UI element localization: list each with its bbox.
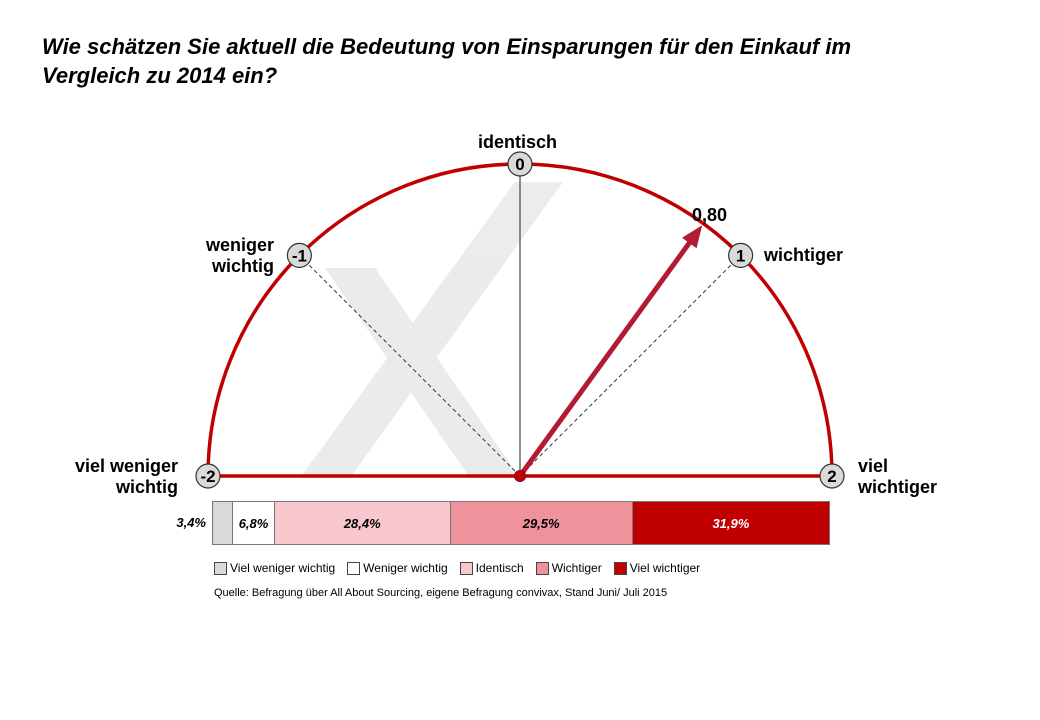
bar-segment-label: 28,4% [343, 515, 381, 531]
tick-label-2: 2 [827, 467, 836, 486]
tick-markers: -2 -1 0 1 2 [195, 151, 845, 489]
gauge-value-text: 0,80 [692, 205, 728, 225]
source-note: Quelle: Befragung über All About Sourcin… [214, 587, 668, 599]
label-viel-weniger-wichtig-line-2: wichtig [116, 477, 178, 497]
watermark-x-logo [300, 182, 563, 478]
tick-marker-1 [728, 242, 754, 268]
legend-label: Viel weniger wichtig [230, 561, 336, 575]
tick-marker-0 [507, 151, 533, 177]
bar-segment-label: 6,8% [238, 515, 269, 531]
tick-lines [299, 164, 741, 477]
tick-marker--2 [195, 463, 221, 489]
tick-label-1: 1 [736, 246, 745, 265]
bar-segment-label: 29,5% [522, 515, 560, 531]
value-arrow-shaft [517, 238, 693, 479]
bar-segment-2: 6,8% [233, 501, 276, 545]
label-viel-weniger-wichtig: viel weniger wichtig [56, 456, 178, 498]
value-arrow-head [682, 225, 703, 249]
label-identisch-text: identisch [478, 132, 558, 152]
label-weniger-wichtig: weniger wichtig [190, 235, 274, 277]
legend: Viel weniger wichtig Weniger wichtig Ident… [214, 561, 712, 575]
legend-item: Wichtiger [535, 561, 602, 575]
legend-swatch [613, 561, 627, 575]
legend-item: Identisch [459, 561, 524, 575]
chart-title: Wie schätzen Sie aktuell die Bedeutung v… [42, 32, 1002, 90]
label-viel-wichtiger-line-1: viel [858, 456, 889, 476]
tick-line--1 [299, 255, 521, 477]
legend-label: Weniger wichtig [363, 561, 448, 575]
legend-swatch [535, 561, 549, 575]
bar-segment-5: 31,9% [632, 501, 830, 545]
bar-label-outside: 3,4% [176, 515, 206, 530]
label-viel-wichtiger: viel wichtiger [858, 456, 937, 498]
gauge-value-label: 0,80 [692, 205, 727, 226]
tick-marker-2 [819, 463, 845, 489]
title-line-1: Wie schätzen Sie aktuell die Bedeutung v… [42, 34, 852, 59]
bar-segment-1 [212, 501, 233, 545]
bar-segment-4: 29,5% [450, 501, 633, 545]
gauge-center-dot [514, 470, 526, 482]
tick-label--2: -2 [200, 467, 215, 486]
legend-swatch [214, 561, 227, 575]
tick-marker--1 [286, 242, 312, 268]
legend-item: Weniger wichtig [347, 561, 448, 575]
legend-swatch [347, 561, 361, 575]
title-line-2: Vergleich zu 2014 ein? [42, 63, 278, 88]
legend-label: Wichtiger [551, 561, 602, 575]
label-wichtiger-text: wichtiger [764, 245, 844, 265]
label-weniger-wichtig-line-2: wichtig [212, 256, 274, 276]
legend-label: Identisch [475, 561, 524, 575]
label-weniger-wichtig-line-1: weniger [205, 235, 274, 255]
legend-item: Viel weniger wichtig [214, 561, 335, 575]
bar-segment-3: 28,4% [275, 501, 451, 545]
label-viel-wichtiger-line-2: wichtiger [858, 477, 938, 497]
label-identisch: identisch [478, 132, 557, 153]
bar-segment-label: 31,9% [712, 515, 750, 531]
legend-item: Viel wichtiger [613, 561, 701, 575]
value-arrow [517, 225, 703, 479]
tick-line-1 [519, 255, 741, 477]
label-wichtiger: wichtiger [764, 245, 843, 266]
tick-label-0: 0 [515, 155, 524, 174]
label-viel-weniger-wichtig-line-1: viel weniger [74, 456, 178, 476]
legend-swatch [459, 561, 473, 575]
legend-label: Viel wichtiger [629, 561, 701, 575]
tick-label--1: -1 [292, 246, 307, 265]
stacked-bar: 6,8% 28,4% 29,5% 31,9% [212, 501, 830, 545]
